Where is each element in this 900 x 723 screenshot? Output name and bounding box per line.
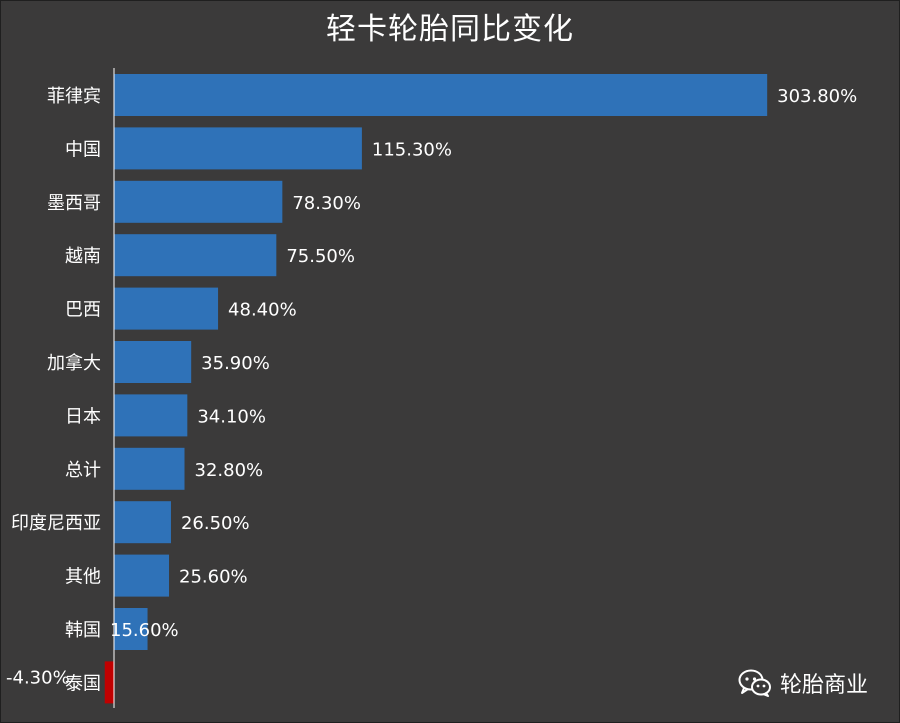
category-label: 巴西 — [65, 300, 101, 321]
value-label: 303.80% — [777, 86, 857, 107]
value-label: 48.40% — [228, 300, 297, 321]
bar-5 — [114, 341, 192, 383]
value-label: 115.30% — [372, 139, 452, 160]
value-label: 26.50% — [181, 513, 250, 534]
category-label: 其他 — [65, 567, 101, 588]
value-label: 32.80% — [195, 460, 264, 481]
value-label: 34.10% — [197, 406, 266, 427]
bar-8 — [114, 501, 171, 544]
value-label: 35.90% — [201, 353, 270, 374]
wechat-icon — [738, 669, 771, 697]
value-label: 75.50% — [286, 246, 355, 267]
bar-10 — [114, 608, 148, 650]
value-label: 25.60% — [179, 567, 248, 588]
bar-7 — [114, 447, 185, 490]
value-label: 78.30% — [292, 193, 361, 214]
watermark: 轮胎商业 — [738, 668, 868, 698]
watermark-text: 轮胎商业 — [780, 673, 869, 698]
category-label: 印度尼西亚 — [11, 513, 101, 534]
category-label: 菲律宾 — [47, 86, 101, 107]
value-label: -4.30% — [6, 667, 70, 688]
bar-6 — [114, 394, 188, 437]
category-label: 中国 — [65, 139, 101, 160]
chart-title: 轻卡轮胎同比变化 — [326, 12, 574, 47]
bar-2 — [114, 180, 283, 223]
category-label: 泰国 — [65, 673, 101, 694]
bar-9 — [114, 554, 170, 597]
category-label: 越南 — [65, 246, 101, 267]
bar-0 — [114, 74, 768, 116]
bar-11 — [104, 661, 114, 704]
category-label: 日本 — [65, 406, 101, 427]
category-label: 加拿大 — [47, 352, 101, 374]
bar-4 — [114, 287, 219, 330]
bar-1 — [114, 127, 362, 170]
value-label: 15.60% — [110, 620, 179, 641]
category-label: 韩国 — [65, 620, 101, 641]
bar-3 — [114, 234, 277, 277]
category-label: 墨西哥 — [47, 193, 101, 214]
category-label: 总计 — [65, 460, 101, 481]
